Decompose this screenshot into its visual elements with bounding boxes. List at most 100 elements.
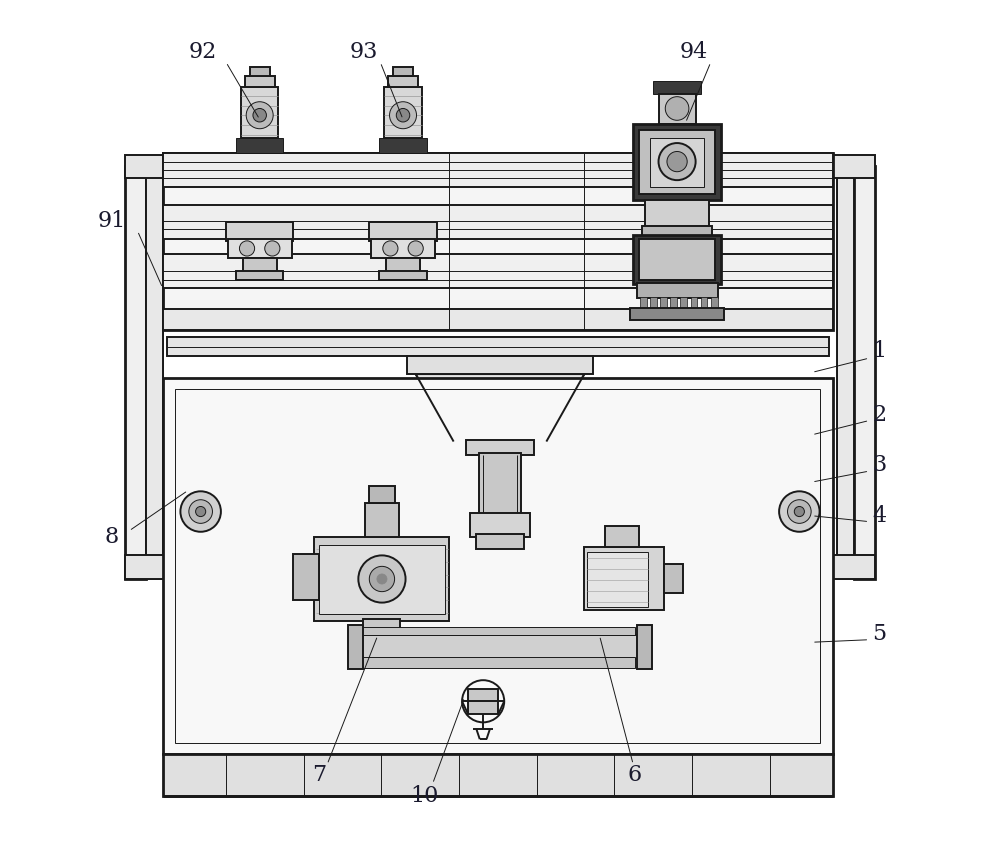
Circle shape (779, 492, 820, 532)
Circle shape (253, 108, 266, 122)
Text: 92: 92 (189, 41, 217, 63)
Bar (163, 206, 833, 239)
Bar (637, 283, 718, 298)
Bar (319, 546, 445, 614)
Bar (236, 272, 283, 280)
Bar (228, 239, 292, 258)
Text: 3: 3 (872, 454, 887, 476)
Bar (293, 553, 319, 600)
Bar (365, 503, 399, 537)
Bar (816, 555, 875, 579)
Bar (639, 239, 715, 280)
Circle shape (408, 241, 423, 256)
Bar (314, 537, 449, 621)
Bar (243, 258, 277, 273)
Bar (163, 255, 833, 288)
Polygon shape (365, 659, 399, 678)
Text: 5: 5 (872, 623, 887, 645)
Bar (163, 153, 833, 330)
Bar (245, 75, 275, 87)
Bar (584, 547, 664, 610)
Circle shape (390, 102, 417, 129)
Bar (125, 555, 184, 579)
Bar (371, 239, 435, 258)
Circle shape (196, 507, 206, 517)
Bar (470, 514, 530, 537)
Text: 91: 91 (98, 210, 126, 232)
Bar (476, 535, 524, 550)
Bar (125, 155, 184, 179)
Text: 4: 4 (872, 505, 887, 527)
Bar (605, 526, 639, 547)
Circle shape (377, 574, 387, 584)
Circle shape (189, 500, 212, 524)
Bar (358, 651, 406, 659)
Bar (236, 138, 283, 153)
Bar (379, 272, 427, 280)
Bar (670, 296, 677, 309)
Text: 10: 10 (410, 785, 438, 807)
Bar (357, 635, 639, 659)
Bar (645, 200, 709, 229)
Bar (175, 389, 820, 744)
Bar (637, 625, 652, 669)
Circle shape (383, 241, 398, 256)
Text: 1: 1 (872, 340, 887, 362)
Circle shape (239, 241, 255, 256)
Bar (163, 153, 833, 187)
Bar (241, 87, 278, 138)
Text: 8: 8 (105, 526, 119, 548)
Bar (163, 754, 833, 796)
Bar (388, 75, 418, 87)
Circle shape (396, 108, 410, 122)
Bar (361, 627, 635, 635)
Bar (386, 258, 420, 273)
Bar (167, 337, 829, 355)
Bar (363, 619, 400, 653)
Text: 6: 6 (628, 765, 642, 787)
Bar (691, 296, 697, 309)
Bar (163, 309, 833, 330)
Bar (854, 166, 875, 579)
Bar (407, 355, 593, 374)
Bar (639, 129, 715, 194)
Bar (837, 166, 854, 579)
Bar (361, 657, 635, 667)
Text: 93: 93 (349, 41, 378, 63)
Bar (660, 296, 667, 309)
Text: 2: 2 (872, 404, 887, 426)
Circle shape (180, 492, 221, 532)
Bar (642, 226, 712, 236)
Bar (633, 124, 721, 200)
Bar (650, 138, 704, 187)
Bar (653, 81, 701, 94)
Circle shape (369, 566, 395, 591)
Bar (816, 155, 875, 179)
Circle shape (794, 507, 804, 517)
Text: 7: 7 (312, 765, 326, 787)
Bar (466, 440, 534, 455)
Circle shape (665, 96, 689, 120)
Circle shape (358, 555, 406, 602)
Bar (659, 94, 696, 124)
Bar (369, 222, 437, 241)
Bar (468, 689, 498, 714)
Bar (664, 563, 683, 593)
Bar (640, 296, 647, 309)
Bar (348, 625, 363, 669)
Circle shape (246, 102, 273, 129)
Bar (125, 166, 146, 579)
Polygon shape (416, 374, 584, 442)
Text: 94: 94 (680, 41, 708, 63)
Bar (711, 296, 718, 309)
Circle shape (667, 151, 687, 172)
Bar (680, 296, 687, 309)
Bar (393, 67, 413, 75)
Bar (650, 296, 657, 309)
Circle shape (659, 143, 696, 180)
Bar (587, 552, 648, 607)
Bar (633, 235, 721, 284)
Bar (701, 296, 707, 309)
Bar (379, 138, 427, 153)
Bar (250, 67, 270, 75)
